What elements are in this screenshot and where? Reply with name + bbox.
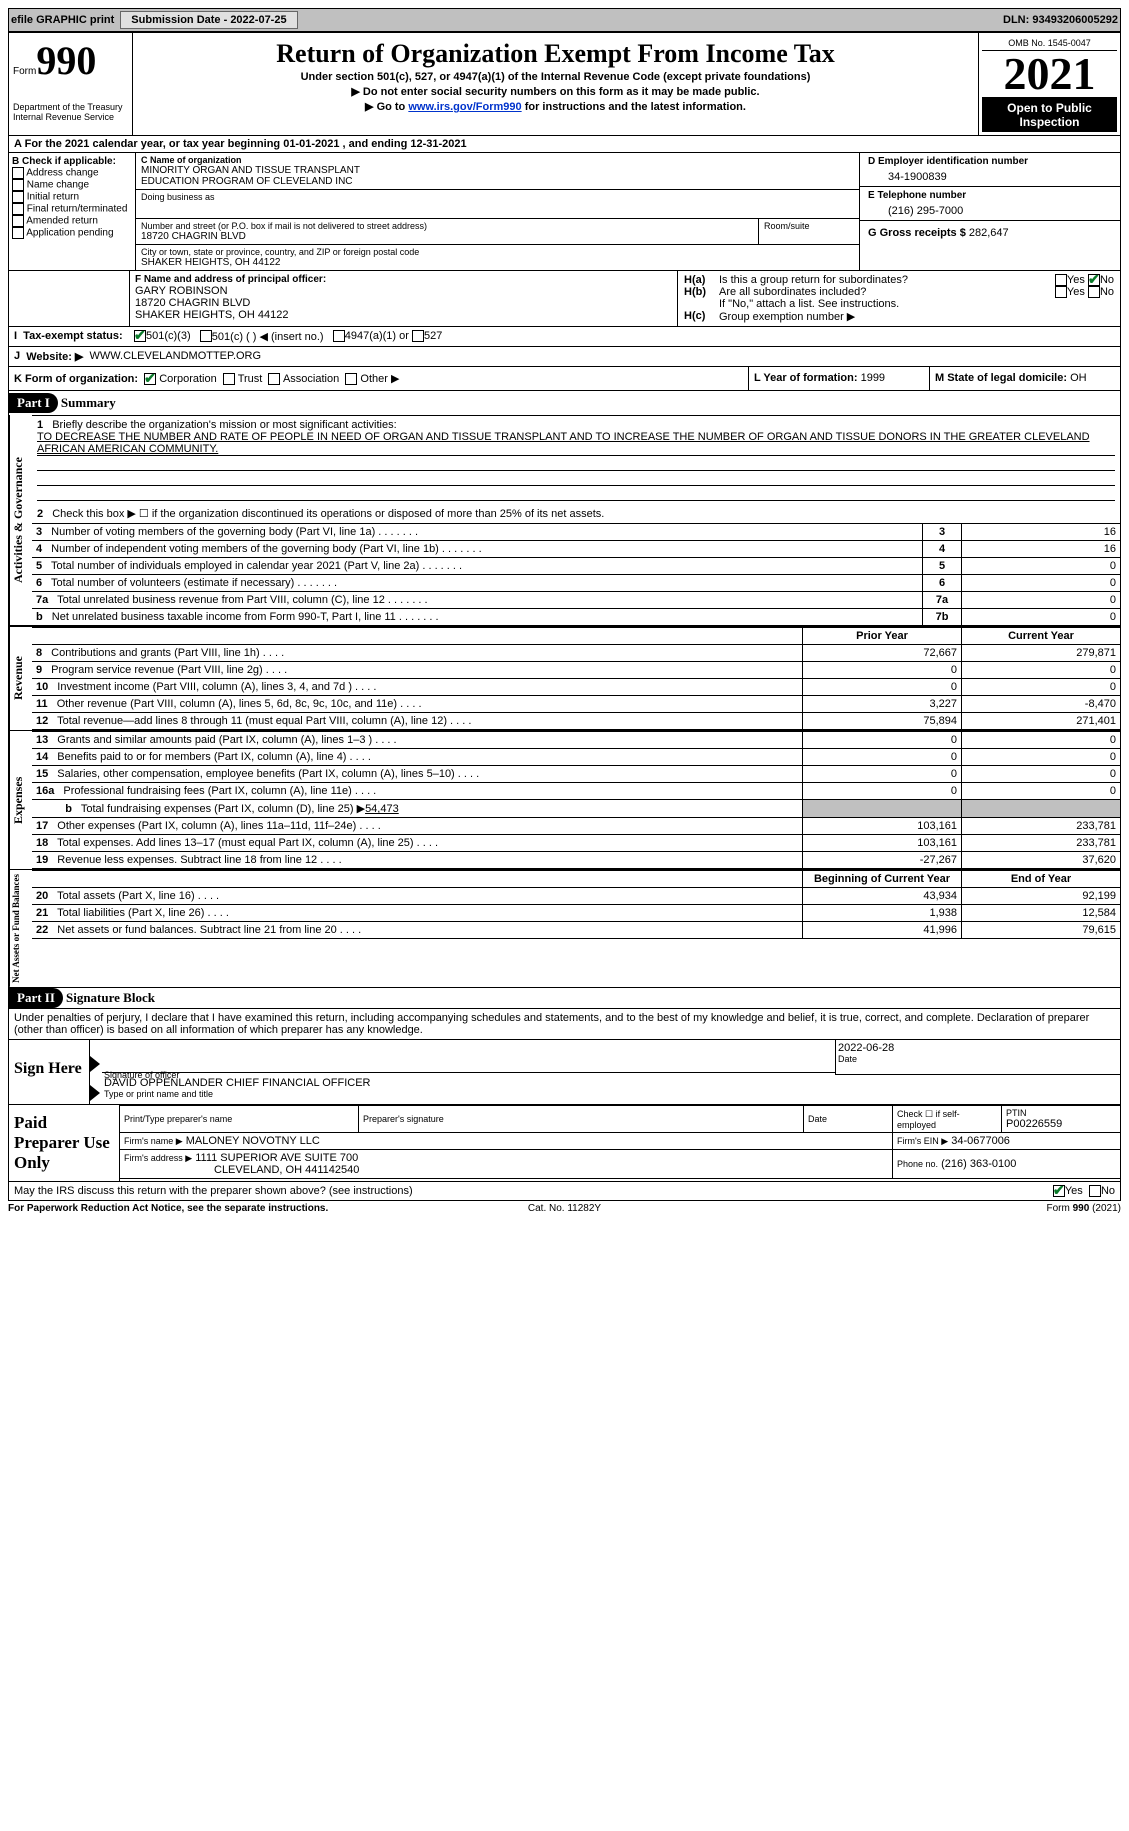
efile-label: efile GRAPHIC print	[11, 14, 114, 26]
penalties-text: Under penalties of perjury, I declare th…	[9, 1008, 1120, 1039]
sign-here-label: Sign Here	[9, 1040, 90, 1104]
subtitle-2: ▶ Do not enter social security numbers o…	[139, 85, 972, 98]
year-block: OMB No. 1545-0047 2021 Open to Public In…	[979, 33, 1120, 135]
table-row: 21 Total liabilities (Part X, line 26) .…	[32, 905, 1120, 922]
part1-header: Part I	[9, 393, 58, 413]
sign-arrow-icon	[90, 1056, 100, 1072]
box-m: M State of legal domicile: OH	[930, 367, 1120, 390]
submission-date-button[interactable]: Submission Date - 2022-07-25	[120, 11, 297, 29]
dept-label: Department of the Treasury Internal Reve…	[13, 102, 128, 122]
dln-label: DLN: 93493206005292	[1003, 14, 1118, 26]
table-row: 6 Total number of volunteers (estimate i…	[32, 575, 1120, 592]
side-label-netassets: Net Assets or Fund Balances	[9, 870, 32, 987]
cat-no: Cat. No. 11282Y	[379, 1203, 750, 1214]
subtitle-1: Under section 501(c), 527, or 4947(a)(1)…	[139, 71, 972, 83]
table-row: 10 Investment income (Part VIII, column …	[32, 679, 1120, 696]
instructions-link[interactable]: www.irs.gov/Form990	[408, 101, 521, 113]
table-row: 17 Other expenses (Part IX, column (A), …	[32, 818, 1120, 835]
table-row: 11 Other revenue (Part VIII, column (A),…	[32, 696, 1120, 713]
box-l: L Year of formation: 1999	[749, 367, 930, 390]
table-row: 18 Total expenses. Add lines 13–17 (must…	[32, 835, 1120, 852]
table-row: 19 Revenue less expenses. Subtract line …	[32, 852, 1120, 869]
table-row: 16a Professional fundraising fees (Part …	[32, 783, 1120, 800]
title-block: Return of Organization Exempt From Incom…	[133, 33, 979, 135]
table-row: 15 Salaries, other compensation, employe…	[32, 766, 1120, 783]
side-label-revenue: Revenue	[9, 627, 32, 730]
table-row: 9 Program service revenue (Part VIII, li…	[32, 662, 1120, 679]
box-deg: D Employer identification number 34-1900…	[859, 153, 1120, 270]
table-row: b Net unrelated business taxable income …	[32, 609, 1120, 626]
open-to-public: Open to Public Inspection	[982, 98, 1117, 132]
paid-preparer-label: Paid Preparer Use Only	[9, 1105, 120, 1181]
table-row: 14 Benefits paid to or for members (Part…	[32, 749, 1120, 766]
box-f: F Name and address of principal officer:…	[130, 271, 678, 326]
period-line: A For the 2021 calendar year, or tax yea…	[8, 136, 1121, 153]
website-row: J Website: ▶ WWW.CLEVELANDMOTTEP.ORG	[8, 347, 1121, 367]
box-c: C Name of organization MINORITY ORGAN AN…	[136, 153, 859, 270]
discuss-yes-checkbox[interactable]	[1053, 1185, 1065, 1197]
table-row: 12 Total revenue—add lines 8 through 11 …	[32, 713, 1120, 730]
table-row: 13 Grants and similar amounts paid (Part…	[32, 732, 1120, 749]
part2-header: Part II	[9, 988, 63, 1008]
table-row: 20 Total assets (Part X, line 16) . . . …	[32, 888, 1120, 905]
box-k: K Form of organization: Corporation Trus…	[9, 367, 749, 390]
form-title: Return of Organization Exempt From Incom…	[139, 39, 972, 69]
form-number-block: Form990 Department of the Treasury Inter…	[9, 33, 133, 135]
table-row: 5 Total number of individuals employed i…	[32, 558, 1120, 575]
table-row: 3 Number of voting members of the govern…	[32, 524, 1120, 541]
table-row: 8 Contributions and grants (Part VIII, l…	[32, 645, 1120, 662]
tax-exempt-status: I Tax-exempt status: 501(c)(3) 501(c) ( …	[8, 327, 1121, 347]
table-row: 4 Number of independent voting members o…	[32, 541, 1120, 558]
top-toolbar: efile GRAPHIC print Submission Date - 20…	[8, 8, 1121, 32]
table-row: 22 Net assets or fund balances. Subtract…	[32, 922, 1120, 939]
box-h: H(a) Is this a group return for subordin…	[678, 271, 1120, 326]
501c3-checkbox[interactable]	[134, 330, 146, 342]
table-row: 7a Total unrelated business revenue from…	[32, 592, 1120, 609]
period-a-label: A	[14, 138, 25, 150]
sign-arrow-icon	[90, 1085, 100, 1101]
tax-year: 2021	[982, 51, 1117, 98]
side-label-activities: Activities & Governance	[9, 415, 32, 626]
side-label-expenses: Expenses	[9, 731, 32, 869]
box-b: B Check if applicable: Address change Na…	[9, 153, 136, 270]
paperwork-notice: For Paperwork Reduction Act Notice, see …	[8, 1203, 379, 1214]
